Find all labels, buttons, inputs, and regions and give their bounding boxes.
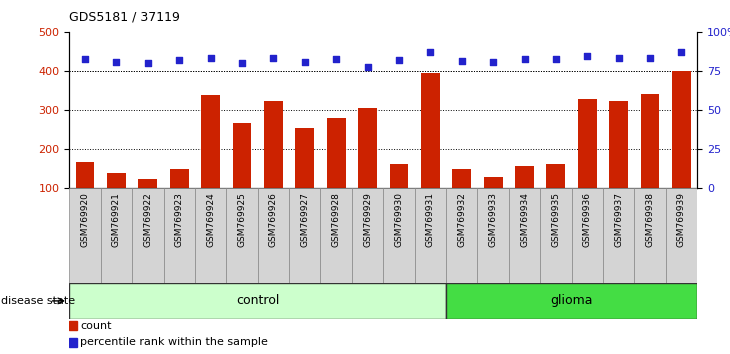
- Bar: [415, 188, 446, 283]
- Bar: [540, 188, 572, 283]
- Text: disease state: disease state: [1, 296, 76, 306]
- Point: [267, 55, 279, 61]
- Bar: [107, 173, 126, 227]
- Bar: [446, 188, 477, 283]
- Text: GSM769933: GSM769933: [488, 193, 498, 247]
- Point: [361, 64, 373, 70]
- Bar: [383, 188, 415, 283]
- Point: [110, 59, 122, 65]
- Point: [644, 56, 656, 61]
- Point: [518, 56, 530, 62]
- Bar: [446, 283, 697, 319]
- Bar: [296, 128, 314, 227]
- Bar: [69, 283, 446, 319]
- Bar: [69, 188, 101, 283]
- Point: [330, 56, 342, 62]
- Text: GSM769925: GSM769925: [237, 193, 247, 247]
- Text: count: count: [80, 321, 112, 331]
- Bar: [547, 164, 565, 227]
- Point: [236, 60, 247, 66]
- Bar: [258, 188, 289, 283]
- Bar: [603, 188, 634, 283]
- Bar: [226, 188, 258, 283]
- Point: [173, 57, 185, 63]
- Bar: [327, 118, 345, 227]
- Bar: [233, 124, 251, 227]
- Point: [675, 50, 687, 55]
- Bar: [641, 94, 659, 227]
- Bar: [572, 188, 603, 283]
- Bar: [578, 99, 596, 227]
- Text: GSM769930: GSM769930: [394, 193, 404, 247]
- Text: GSM769936: GSM769936: [583, 193, 592, 247]
- Bar: [69, 338, 77, 347]
- Text: GDS5181 / 37119: GDS5181 / 37119: [69, 11, 180, 24]
- Bar: [264, 101, 283, 227]
- Bar: [390, 164, 408, 227]
- Text: GSM769929: GSM769929: [363, 193, 372, 247]
- Bar: [195, 188, 226, 283]
- Bar: [320, 188, 352, 283]
- Point: [488, 59, 499, 65]
- Point: [612, 55, 624, 61]
- Text: GSM769928: GSM769928: [331, 193, 341, 247]
- Bar: [477, 188, 509, 283]
- Point: [550, 56, 562, 62]
- Bar: [352, 188, 383, 283]
- Text: GSM769923: GSM769923: [174, 193, 184, 247]
- Point: [79, 56, 91, 62]
- Text: GSM769922: GSM769922: [143, 193, 153, 247]
- Text: GSM769927: GSM769927: [300, 193, 310, 247]
- Text: GSM769934: GSM769934: [520, 193, 529, 247]
- Point: [393, 57, 404, 63]
- Text: GSM769938: GSM769938: [645, 193, 655, 247]
- Point: [142, 60, 153, 66]
- Bar: [509, 188, 540, 283]
- Bar: [610, 101, 628, 227]
- Bar: [132, 188, 164, 283]
- Text: GSM769921: GSM769921: [112, 193, 121, 247]
- Bar: [101, 188, 132, 283]
- Text: GSM769939: GSM769939: [677, 193, 686, 247]
- Text: control: control: [236, 295, 280, 307]
- Bar: [201, 95, 220, 227]
- Point: [425, 50, 437, 55]
- Text: GSM769924: GSM769924: [206, 193, 215, 247]
- Bar: [666, 188, 697, 283]
- Bar: [634, 188, 666, 283]
- Bar: [358, 108, 377, 227]
- Text: GSM769926: GSM769926: [269, 193, 278, 247]
- Bar: [76, 162, 94, 227]
- Bar: [672, 71, 691, 227]
- Bar: [515, 166, 534, 227]
- Bar: [164, 188, 195, 283]
- Point: [581, 53, 593, 59]
- Bar: [69, 321, 77, 330]
- Point: [204, 56, 216, 61]
- Bar: [139, 179, 157, 227]
- Text: GSM769932: GSM769932: [457, 193, 466, 247]
- Bar: [484, 177, 502, 227]
- Bar: [289, 188, 320, 283]
- Bar: [453, 169, 471, 227]
- Text: GSM769937: GSM769937: [614, 193, 623, 247]
- Bar: [421, 73, 439, 227]
- Text: glioma: glioma: [550, 295, 593, 307]
- Point: [456, 58, 468, 64]
- Text: percentile rank within the sample: percentile rank within the sample: [80, 337, 268, 348]
- Text: GSM769920: GSM769920: [80, 193, 90, 247]
- Text: GSM769935: GSM769935: [551, 193, 561, 247]
- Bar: [170, 169, 188, 227]
- Point: [299, 59, 311, 65]
- Text: GSM769931: GSM769931: [426, 193, 435, 247]
